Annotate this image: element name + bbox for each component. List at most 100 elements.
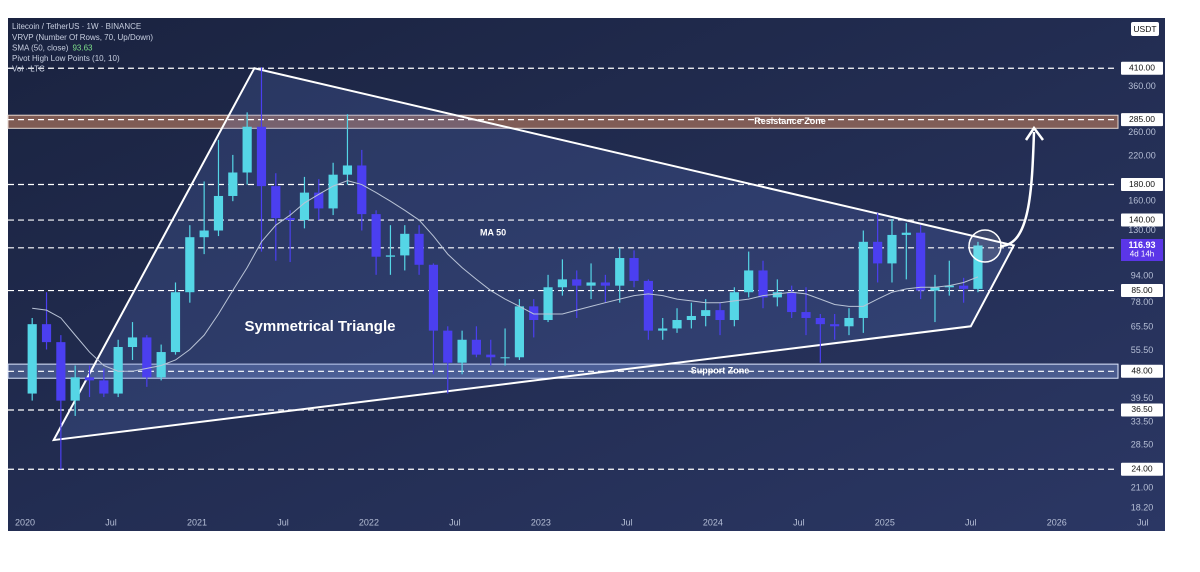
candle-body: [586, 282, 596, 286]
candle-body: [643, 280, 653, 331]
candle-body: [514, 306, 524, 358]
candle-body: [56, 342, 66, 401]
candle-body: [156, 352, 166, 378]
candle-body: [299, 192, 310, 221]
candle-body: [486, 354, 496, 358]
ma-label: MA 50: [480, 227, 506, 237]
candle-body: [815, 317, 825, 325]
candle-body: [887, 234, 897, 264]
x-tick-label: 2026: [1047, 517, 1067, 527]
x-tick-label: 2021: [187, 517, 207, 527]
candle-body: [285, 218, 295, 221]
y-tick-label: 18.20: [1131, 503, 1154, 513]
candle-body: [113, 347, 123, 394]
candle-body: [70, 377, 80, 401]
level-box: [1121, 462, 1163, 476]
ma-line: [32, 180, 979, 372]
level-box: [1121, 113, 1163, 127]
y-tick-label: 130.00: [1128, 225, 1156, 235]
candle-body: [772, 292, 782, 298]
y-tick-label: 220.00: [1128, 151, 1156, 161]
candle-body: [615, 258, 625, 286]
candle-body: [600, 282, 610, 286]
currency: USDT: [1133, 24, 1156, 34]
candle-body: [901, 232, 911, 235]
candle-body: [328, 174, 338, 209]
chart-background: [8, 18, 1165, 531]
candle-body: [930, 287, 940, 291]
level-label: 48.00: [1131, 366, 1153, 376]
candle-body: [457, 339, 467, 363]
candle-body: [84, 377, 95, 381]
level-label: 410.00: [1129, 62, 1155, 72]
candle-body: [973, 245, 983, 289]
candle-body: [500, 357, 510, 359]
price-box: [1121, 238, 1163, 261]
x-tick-label: 2020: [15, 517, 35, 527]
candle-body: [944, 285, 954, 288]
level-box: [1121, 61, 1163, 75]
y-tick-label: 160.00: [1128, 196, 1156, 206]
candle-body: [787, 292, 797, 313]
x-tick-label: 2024: [703, 517, 723, 527]
candle-body: [400, 233, 410, 256]
x-tick-label: 2025: [875, 517, 895, 527]
candle-body: [715, 310, 725, 321]
level-box: [1121, 213, 1163, 227]
chart-title: Litecoin / TetherUS · 1W · BINANCE: [12, 22, 141, 31]
x-tick-label: Jul: [449, 517, 461, 527]
candle-body: [471, 339, 482, 355]
candle-body: [27, 324, 37, 394]
zone-label: Support Zone: [691, 366, 750, 376]
candle-body: [658, 328, 668, 331]
candle-body: [959, 285, 969, 289]
level-box: [1121, 284, 1163, 298]
y-tick-label: 39.50: [1131, 393, 1154, 403]
candle-body: [916, 232, 926, 291]
triangle: [51, 67, 1016, 442]
candle-body: [41, 324, 52, 343]
indicator-label: Vol · LTC: [12, 65, 45, 74]
candle-body: [242, 126, 252, 173]
y-tick-label: 260.00: [1128, 127, 1156, 137]
level-label: 180.00: [1129, 179, 1155, 189]
candle-body: [758, 270, 768, 298]
y-tick-label: 55.50: [1131, 345, 1154, 355]
candle-body: [99, 380, 109, 394]
x-tick-label: Jul: [965, 517, 977, 527]
candle-body: [228, 172, 238, 196]
level-label: 285.00: [1129, 114, 1155, 124]
resistance-zone: [7, 114, 1119, 129]
indicator-label: VRVP (Number Of Rows, 70, Up/Down): [12, 33, 153, 42]
y-tick-label: 65.50: [1131, 322, 1154, 332]
y-tick-label: 21.00: [1131, 482, 1154, 492]
candle-body: [873, 241, 883, 264]
x-tick-label: Jul: [793, 517, 805, 527]
level-label: 36.50: [1131, 404, 1153, 414]
candle-body: [686, 315, 696, 321]
candle-body: [729, 292, 739, 321]
level-label: 140.00: [1129, 214, 1155, 224]
candle-body: [543, 287, 553, 321]
candle-body: [672, 320, 682, 329]
candle-body: [185, 237, 195, 293]
candle-body: [557, 279, 567, 288]
current-price: 116.93: [1128, 240, 1155, 250]
currency-box: [1131, 22, 1159, 36]
x-tick-label: Jul: [1137, 517, 1149, 527]
pattern-label: Symmetrical Triangle: [245, 318, 396, 335]
candle-body: [572, 279, 582, 286]
sma-value: 93.63: [72, 44, 93, 53]
x-tick-label: 2023: [531, 517, 551, 527]
y-tick-label: 28.50: [1131, 439, 1154, 449]
y-tick-label: 78.00: [1131, 297, 1154, 307]
candle-body: [844, 317, 854, 327]
candle-body: [443, 330, 453, 363]
candle-body: [701, 310, 711, 316]
level-label: 85.00: [1131, 285, 1153, 295]
projection-arrow: [999, 131, 1036, 248]
candle-body: [342, 165, 353, 175]
plot: Resistance Zone Support Zone Symmetrical T…: [7, 61, 1163, 527]
candle-body: [371, 214, 381, 257]
